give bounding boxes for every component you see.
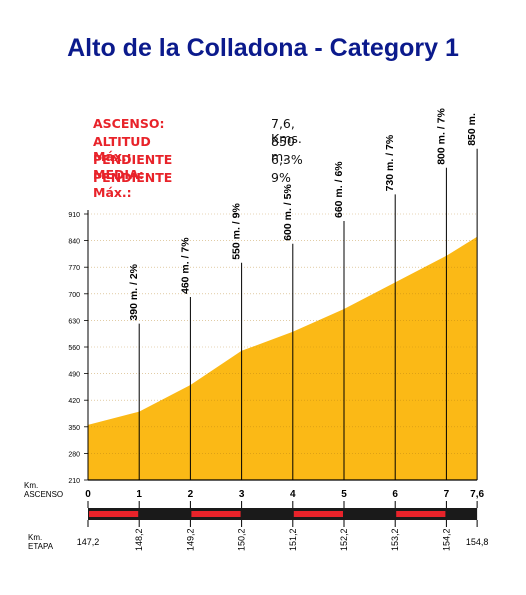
y-tick-label: 280 [68,451,80,458]
y-tick-label: 840 [68,239,80,246]
stat-label: PENDIENTE MEDIA: [93,152,173,182]
stat-value: 7,6, Kms. [271,116,302,146]
y-tick-label: 910 [68,212,80,219]
stage-bar-segment [293,511,343,517]
km-ascenso-label: 0 [85,489,91,500]
km-marker-label: 730 m. / 7% [384,134,396,191]
km-etapa-label: 150,2 [237,528,247,551]
km-marker-label: 550 m. / 9% [231,203,243,260]
km-marker-label: 660 m. / 6% [333,161,345,218]
y-tick-label: 350 [68,425,80,432]
km-etapa-label: 148,2 [134,528,144,551]
stage-bar-segment [191,511,241,517]
y-tick-label: 560 [68,345,80,352]
km-etapa-label: 151,2 [288,528,298,551]
km-marker-label: 800 m. / 7% [435,108,447,165]
km-ascenso-label: 5 [341,489,347,500]
stage-bar-segment [447,511,477,517]
stat-label: PENDIENTE Máx.: [93,170,173,200]
km-marker-label: 390 m. / 2% [128,263,140,320]
km-ascenso-label: 7 [444,489,450,500]
page-title: Alto de la Colladona - Category 1 [67,34,459,62]
y-tick-label: 630 [68,318,80,325]
km-etapa-label: 152,2 [339,528,349,551]
km-ascenso-label: 7,6 [470,489,484,500]
stat-label: ASCENSO: [93,116,165,131]
stat-value: 6,3% [271,152,303,167]
km-ascenso-label: 2 [188,489,194,500]
elevation-area [88,236,478,480]
km-marker-label: 460 m. / 7% [179,237,191,294]
km-etapa-label: 147,2 [77,537,100,547]
km-marker-label: 600 m. / 5% [282,184,294,241]
stat-value: 850 m. [271,134,295,164]
km-etapa-label: 149,2 [185,528,195,551]
km-ascenso-label: 4 [290,489,296,500]
stat-value: 9% [271,170,291,185]
stat-label: ALTITUD Máx.: [93,134,151,164]
x-axis-label-km-etapa: Km. [28,533,42,542]
y-tick-label: 700 [68,292,80,299]
y-tick-label: 420 [68,398,80,405]
km-marker-label: 850 m. [466,113,478,146]
stage-bar-segment [242,511,292,517]
y-tick-label: 210 [68,478,80,485]
stage-bar-segment [140,511,190,517]
km-ascenso-label: 3 [239,489,245,500]
stage-bar-segment [396,511,446,517]
km-etapa-label: 153,2 [390,528,400,551]
x-axis-label-ascenso: ASCENSO [24,490,63,499]
km-etapa-label: 154,8 [466,537,489,547]
y-tick-label: 770 [68,265,80,272]
km-etapa-label: 154,2 [441,528,451,551]
x-axis-label-km: Km. [24,481,38,490]
x-axis-label-etapa: ETAPA [28,542,54,551]
km-ascenso-label: 6 [392,489,398,500]
stage-bar-segment [89,511,139,517]
stage-bar-segment [345,511,395,517]
km-ascenso-label: 1 [136,489,142,500]
y-tick-label: 490 [68,372,80,379]
